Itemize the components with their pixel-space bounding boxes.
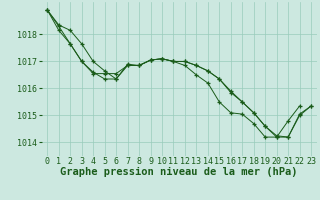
X-axis label: Graphe pression niveau de la mer (hPa): Graphe pression niveau de la mer (hPa)	[60, 167, 298, 177]
